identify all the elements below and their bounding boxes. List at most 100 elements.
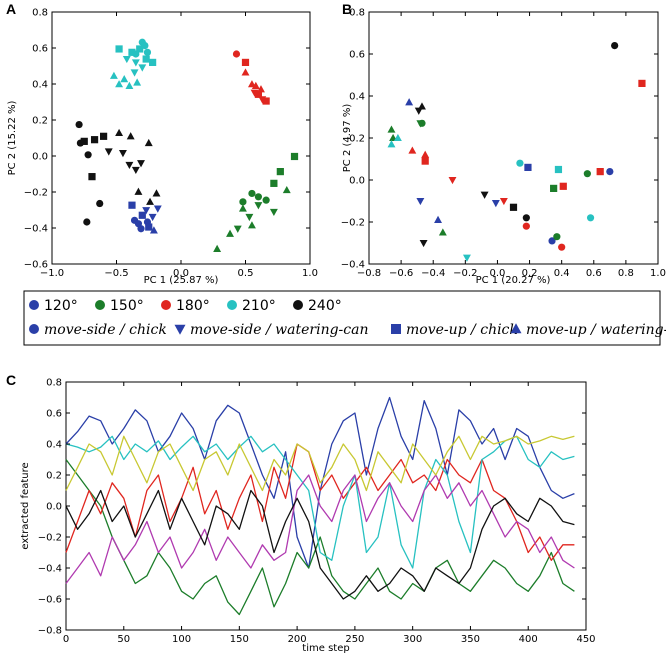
legend: 120° 150° 180° 210° 240° move-side / chick mo… <box>23 290 666 346</box>
legend-color-swatch <box>161 300 171 310</box>
panel-b-point-triangle-down <box>416 197 425 206</box>
panel-c-xtick-label: 100 <box>172 634 191 645</box>
panel-b-point-triangle-up <box>387 140 396 148</box>
panel-b-point-square <box>421 157 429 165</box>
panel-b-ytick-label: 0.8 <box>349 8 365 19</box>
panel-b-point-triangle-down <box>462 254 471 262</box>
panel-c-series-line <box>65 474 575 584</box>
panel-a-point-triangle-down <box>131 59 140 67</box>
panel-b-point-square <box>509 203 518 211</box>
panel-b-point-triangle-up <box>418 102 426 110</box>
panel-b-point-circle <box>611 42 619 50</box>
panel-a-point-triangle-down <box>137 160 145 168</box>
panel-a-point-circle <box>75 120 83 129</box>
panel-b-point-square <box>638 79 646 87</box>
panel-a-point-square <box>80 137 88 145</box>
panel-a-point-square <box>100 132 108 140</box>
panel-c-xtick-label: 300 <box>403 634 422 645</box>
panel-a-point-triangle-down <box>142 207 151 215</box>
panel-b-xlabel: PC 1 (20.27 %) <box>476 275 551 286</box>
legend-marker-label: move-side / chick <box>44 322 167 338</box>
panel-b-point-triangle-down <box>480 191 489 199</box>
panel-a-point-circle <box>254 193 262 201</box>
legend-marker-triangle-up <box>510 323 522 334</box>
panel-b-ytick-label: −0.4 <box>341 260 365 271</box>
panel-a-point-circle <box>143 48 152 56</box>
panel-c-lines: C 0 50 100 150 200 250 300 350 400 450 −0.8 −0.6 −0.… <box>6 372 596 654</box>
panel-c-frame <box>65 381 587 631</box>
legend-color-label: 120° <box>44 298 78 314</box>
panel-a-point-square <box>149 58 157 66</box>
panel-a-ylabel: PC 2 (15.22 %) <box>7 100 18 175</box>
panel-b-point-circle <box>558 243 566 251</box>
panel-c-label: C <box>6 372 16 388</box>
panel-c-ytick-label: 0.6 <box>46 409 62 420</box>
panel-a-point-square <box>128 48 136 56</box>
panel-a-point-square <box>90 136 99 144</box>
panel-a-xtick-label: −1.0 <box>40 268 64 279</box>
legend-color-label: 210° <box>242 298 276 314</box>
panel-a-point-circle <box>96 199 104 208</box>
panel-a-point-triangle-up <box>251 81 260 89</box>
panel-a-point-triangle-up <box>146 197 154 205</box>
panel-b-ytick-label: 0.6 <box>349 50 365 61</box>
panel-a-point-triangle-up <box>247 221 256 229</box>
panel-c-series-line <box>65 435 575 492</box>
panel-b-point-triangle-down <box>499 197 508 206</box>
panel-b-point-circle <box>548 237 556 245</box>
panel-b-xtick-label: −0.4 <box>421 268 445 279</box>
panel-a-ytick-label: 0.4 <box>32 80 48 91</box>
panel-b-point-triangle-up <box>438 228 447 236</box>
panel-a-point-square <box>88 173 96 181</box>
panel-a-point-triangle-up <box>226 229 234 237</box>
panel-a-point-square <box>138 211 146 219</box>
legend-marker-circle <box>29 324 39 334</box>
legend-marker-label: move-side / watering-can <box>190 322 368 338</box>
legend-color-swatch <box>95 300 105 310</box>
panel-b-scatter: B −0.8 −0.6 −0.4 −0.2 0.0 0.2 0.4 0.6 0.8 1.0 −0.4… <box>341 1 666 286</box>
panel-a-point-triangle-down <box>122 55 131 64</box>
panel-b-point-circle <box>606 168 614 176</box>
panel-b-point-square <box>554 165 563 174</box>
panel-a-xtick-label: 1.0 <box>302 268 318 279</box>
panel-a-label: A <box>6 1 16 17</box>
panel-c-ytick-label: 0.8 <box>46 378 62 389</box>
panel-b-point-square <box>524 163 532 171</box>
legend-marker-square <box>391 324 401 334</box>
panel-a-point-square <box>145 223 153 231</box>
panel-b-frame <box>368 11 659 265</box>
panel-a-point-triangle-down <box>118 150 127 158</box>
panel-a-point-triangle-up <box>120 75 129 83</box>
panel-a-ytick-label: 0.6 <box>32 44 48 55</box>
panel-b-point-triangle-down <box>491 200 500 208</box>
panel-b-xtick-label: 0.6 <box>586 268 602 279</box>
panel-a-point-triangle-down <box>153 205 162 213</box>
panel-b-xtick-label: −0.6 <box>389 268 413 279</box>
panel-c-xtick-label: 400 <box>519 634 538 645</box>
panel-b-point-square <box>550 184 558 192</box>
panel-b-label: B <box>342 1 352 17</box>
panel-b-point-circle <box>553 233 561 241</box>
panel-a-point-triangle-down <box>148 213 157 222</box>
panel-b-point-square <box>559 182 567 190</box>
panel-a-ytick-label: −0.4 <box>24 224 48 235</box>
panel-c-xtick-label: 0 <box>63 634 69 645</box>
panel-c-xtick-label: 50 <box>117 634 130 645</box>
panel-a-ytick-label: −0.6 <box>24 260 48 271</box>
panel-a-point-square <box>136 45 144 53</box>
panel-b-ylabel: PC 2 (4.97 %) <box>342 104 353 173</box>
panel-b-point-triangle-up <box>387 125 396 133</box>
panel-a-point-square <box>241 58 250 66</box>
panel-a-point-triangle-down <box>233 225 242 233</box>
panel-c-xtick-label: 450 <box>576 634 595 645</box>
legend-marker-triangle-down <box>174 324 186 335</box>
legend-color-swatch <box>293 300 303 310</box>
panel-c-ytick-label: −0.8 <box>38 626 62 637</box>
panel-b-xtick-label: −0.8 <box>357 268 381 279</box>
panel-a-point-circle <box>248 189 256 198</box>
panel-a-point-triangle-up <box>115 80 124 88</box>
legend-marker-label: move-up / chick <box>406 322 518 338</box>
panel-a-point-triangle-up <box>126 132 135 140</box>
panel-b-point-circle <box>516 159 524 167</box>
